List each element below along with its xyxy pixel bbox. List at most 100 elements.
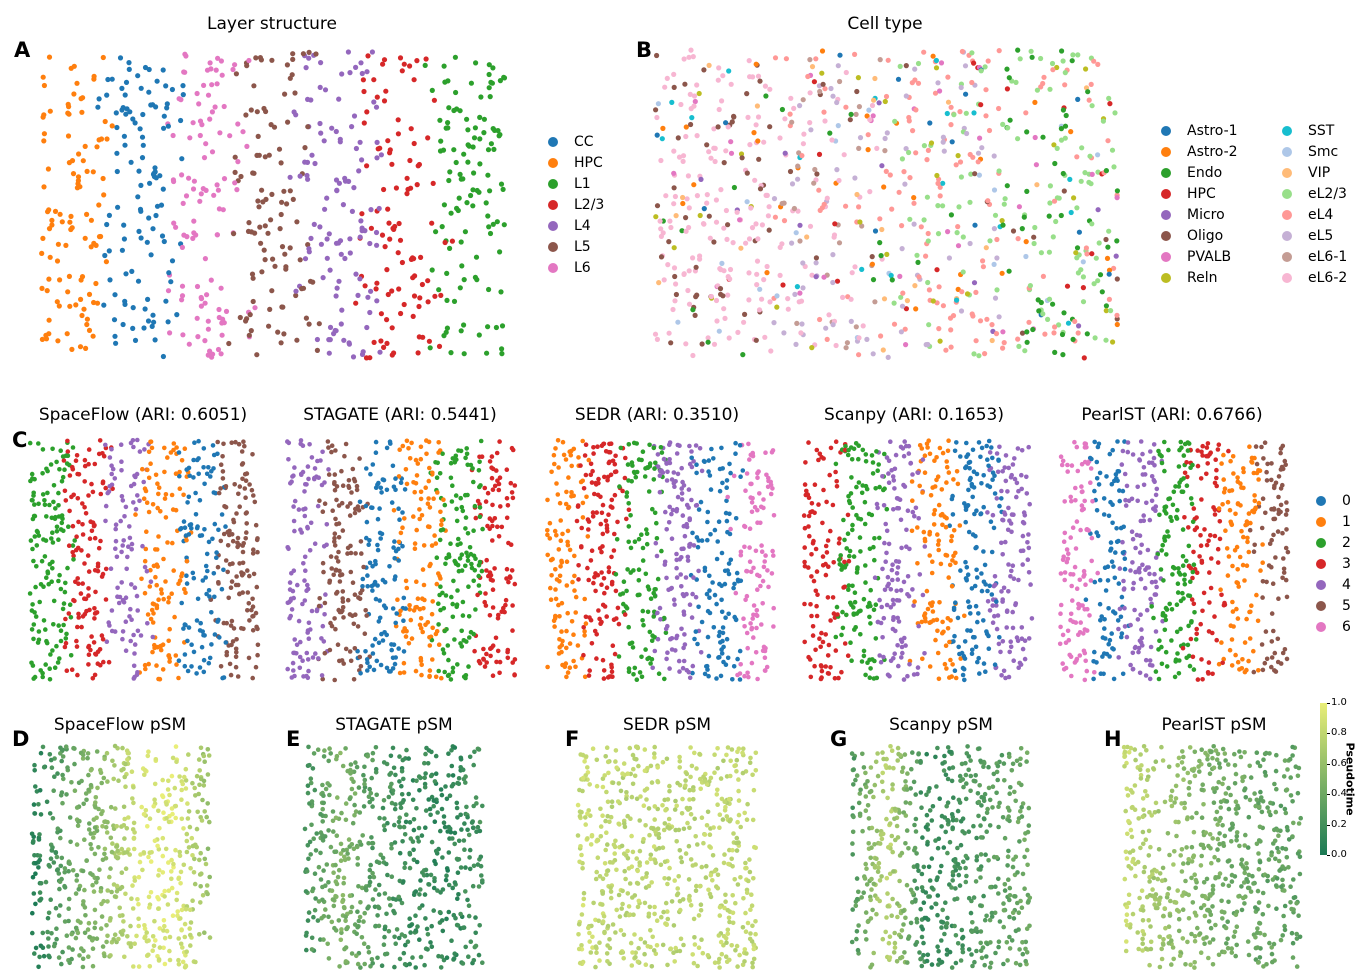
- point-cluster-4: [1021, 510, 1027, 515]
- point-cluster-0: [402, 487, 408, 492]
- point-cluster-2: [454, 604, 460, 610]
- point-layer-L5: [290, 51, 296, 57]
- point-cluster-2: [452, 637, 457, 642]
- point-celltype-eL6-2: [807, 223, 814, 229]
- point-cluster-3: [486, 573, 491, 579]
- point-layer-L6: [214, 232, 220, 238]
- point-layer-L5: [232, 154, 238, 160]
- point-cluster-2: [42, 502, 48, 508]
- point-cluster-2: [448, 541, 453, 546]
- point-layer-L4: [350, 354, 357, 360]
- point-celltype-HPC: [1064, 283, 1071, 289]
- point-cluster-4: [1028, 582, 1033, 587]
- point-cluster-6: [751, 565, 756, 571]
- point-cluster-3: [836, 675, 841, 681]
- point-cluster-6: [748, 452, 754, 458]
- point-cluster-3: [581, 652, 586, 658]
- point-layer-L6: [179, 172, 185, 178]
- point-celltype-Reln: [855, 75, 862, 81]
- point-cluster-0: [1109, 481, 1115, 487]
- point-cluster-2: [640, 449, 646, 455]
- point-cluster-4: [899, 655, 904, 660]
- point-cluster-6: [753, 548, 759, 554]
- point-celltype-Oligo: [682, 81, 688, 87]
- point-cluster-2: [58, 586, 64, 592]
- point-cluster-3: [597, 616, 602, 622]
- point-celltype-eL6-2: [728, 81, 734, 87]
- point-cluster-5: [252, 499, 258, 505]
- point-cluster-2: [1162, 439, 1167, 445]
- point-cluster-3: [820, 520, 825, 526]
- point-cluster-0: [711, 625, 717, 630]
- point-celltype-Smc: [1080, 259, 1086, 265]
- point-cluster-0: [970, 532, 976, 537]
- point-layer-L4: [306, 246, 312, 252]
- point-cluster-0: [728, 470, 733, 476]
- point-cluster-4: [907, 662, 912, 667]
- point-layer-L4: [374, 139, 380, 145]
- point-cluster-1: [951, 477, 956, 482]
- point-layer-L2/3: [368, 225, 374, 231]
- point-celltype-eL4: [1001, 340, 1007, 346]
- point-cluster-4: [1010, 609, 1015, 615]
- point-cluster-5: [358, 590, 363, 596]
- point-cluster-6: [1070, 525, 1076, 530]
- point-cluster-2: [846, 583, 852, 588]
- point-cluster-3: [810, 624, 816, 629]
- point-celltype-Endo: [1006, 268, 1012, 274]
- point-cluster-5: [333, 516, 338, 522]
- point-layer-CC: [150, 102, 156, 108]
- point-cluster-1: [910, 498, 915, 504]
- point-cluster-1: [155, 644, 160, 650]
- point-cluster-3: [1207, 600, 1212, 605]
- point-cluster-4: [691, 575, 696, 580]
- point-layer-L5: [297, 257, 303, 263]
- point-cluster-4: [286, 546, 291, 552]
- point-cluster-1: [419, 672, 424, 678]
- point-cluster-0: [706, 469, 711, 474]
- point-layer-CC: [148, 252, 154, 258]
- point-celltype-eL6-2: [836, 177, 842, 184]
- point-cluster-2: [56, 537, 61, 542]
- point-celltype-Reln: [1110, 339, 1116, 345]
- point-cluster-3: [490, 587, 496, 592]
- point-cluster-5: [326, 445, 331, 450]
- point-cluster-5: [335, 589, 340, 595]
- point-cluster-0: [393, 476, 398, 481]
- point-layer-L6: [211, 192, 217, 198]
- point-celltype-PVALB: [945, 229, 951, 235]
- point-celltype-eL6-1: [856, 145, 862, 151]
- point-cluster-3: [504, 566, 510, 572]
- point-cluster-4: [312, 475, 317, 481]
- point-cluster-2: [655, 576, 661, 582]
- point-celltype-eL6-2: [690, 352, 696, 359]
- point-cluster-2: [1151, 615, 1156, 621]
- point-layer-HPC: [90, 333, 96, 339]
- point-cluster-0: [387, 439, 393, 445]
- point-layer-CC: [135, 194, 141, 200]
- point-celltype-eL2/3: [982, 64, 988, 70]
- point-cluster-2: [1180, 590, 1185, 596]
- point-celltype-eL5: [994, 255, 1000, 261]
- point-cluster-2: [72, 538, 77, 543]
- point-layer-CC: [105, 76, 111, 83]
- point-cluster-2: [1163, 605, 1169, 611]
- point-celltype-Endo: [1061, 310, 1067, 316]
- point-cluster-0: [184, 467, 189, 472]
- point-cluster-4: [1013, 602, 1018, 608]
- point-layer-L5: [231, 231, 237, 237]
- point-cluster-5: [245, 568, 250, 573]
- point-cluster-4: [884, 528, 890, 534]
- point-cluster-4: [684, 668, 690, 673]
- point-celltype-eL6-2: [725, 292, 731, 298]
- point-cluster-3: [487, 459, 493, 464]
- point-cluster-1: [412, 489, 418, 495]
- point-layer-L2/3: [414, 58, 420, 64]
- point-cluster-1: [944, 464, 950, 470]
- point-cluster-3: [825, 538, 831, 543]
- point-cluster-1: [1229, 663, 1235, 668]
- point-cluster-4: [131, 500, 136, 505]
- point-layer-L6: [230, 66, 236, 73]
- point-layer-L6: [209, 109, 215, 115]
- point-celltype-SST: [689, 115, 695, 121]
